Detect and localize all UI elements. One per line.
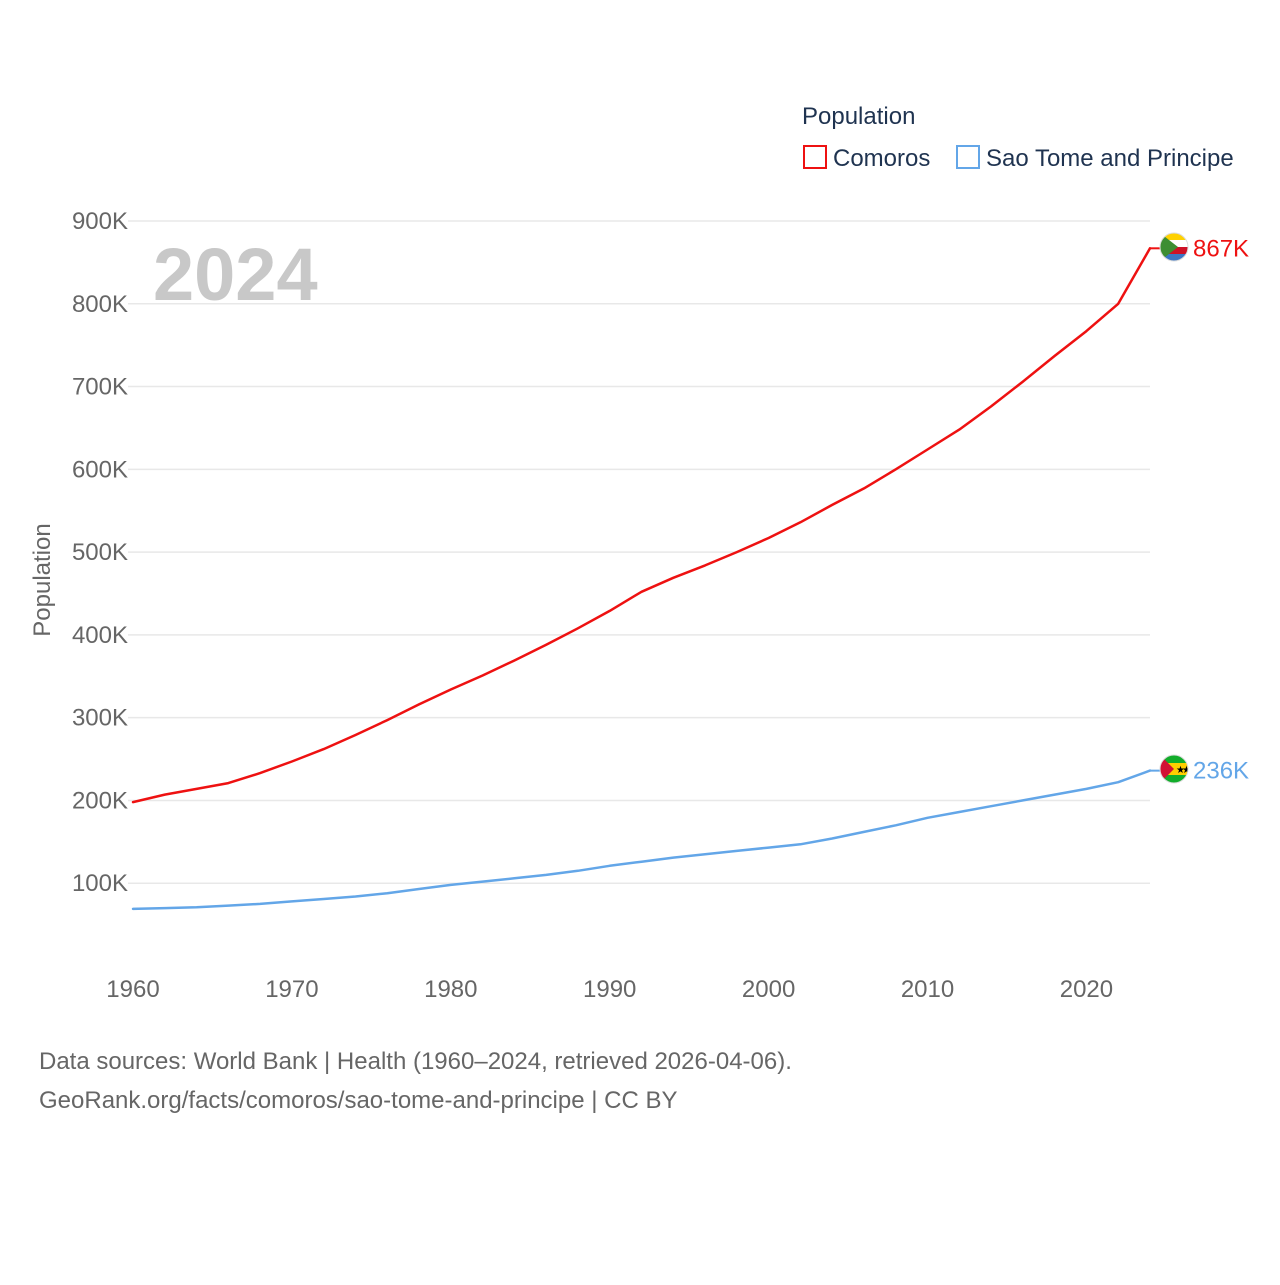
credit-line: GeoRank.org/facts/comoros/sao-tome-and-p… xyxy=(39,1087,678,1114)
x-tick-label-1980: 1980 xyxy=(424,976,477,1003)
legend-swatch-sao-tome-and-principe xyxy=(957,146,979,168)
y-tick-label-800K: 800K xyxy=(72,291,128,318)
end-label-sao-tome-and-principe: 236K xyxy=(1193,758,1249,785)
series-line-sao-tome-and-principe xyxy=(133,771,1150,909)
y-tick-label-600K: 600K xyxy=(72,456,128,483)
x-tick-label-2020: 2020 xyxy=(1060,976,1113,1003)
flags-layer: ★ ★ xyxy=(1160,233,1191,783)
legend-label-comoros: Comoros xyxy=(833,145,930,172)
x-tick-label-2000: 2000 xyxy=(742,976,795,1003)
y-tick-label-500K: 500K xyxy=(72,539,128,566)
footer: Data sources: World Bank | Health (1960–… xyxy=(39,1048,792,1114)
y-tick-label-900K: 900K xyxy=(72,208,128,235)
source-line: Data sources: World Bank | Health (1960–… xyxy=(39,1048,792,1075)
grid-layer xyxy=(128,221,1150,883)
x-axis-ticks: 1960 1970 1980 1990 2000 2010 2020 xyxy=(106,976,1113,1003)
x-tick-label-1970: 1970 xyxy=(265,976,318,1003)
series-line-comoros xyxy=(133,248,1150,802)
legend-swatch-comoros xyxy=(804,146,826,168)
end-label-comoros: 867K xyxy=(1193,235,1249,262)
legend-label-sao-tome-and-principe: Sao Tome and Principe xyxy=(986,145,1234,172)
legend-title: Population xyxy=(802,103,915,130)
x-tick-label-1960: 1960 xyxy=(106,976,159,1003)
y-tick-label-300K: 300K xyxy=(72,705,128,732)
y-axis-ticks: 100K 200K 300K 400K 500K 600K 700K 800K 900K xyxy=(72,208,128,897)
y-tick-label-200K: 200K xyxy=(72,787,128,814)
legend: Population Comoros Sao Tome and Principe xyxy=(802,103,1234,172)
y-tick-label-700K: 700K xyxy=(72,374,128,401)
series-layer: 867K 236K xyxy=(133,235,1249,909)
y-axis-label: Population xyxy=(29,523,56,636)
x-tick-label-2010: 2010 xyxy=(901,976,954,1003)
y-tick-label-100K: 100K xyxy=(72,870,128,897)
x-tick-label-1990: 1990 xyxy=(583,976,636,1003)
y-tick-label-400K: 400K xyxy=(72,622,128,649)
year-watermark: 2024 xyxy=(153,233,318,316)
